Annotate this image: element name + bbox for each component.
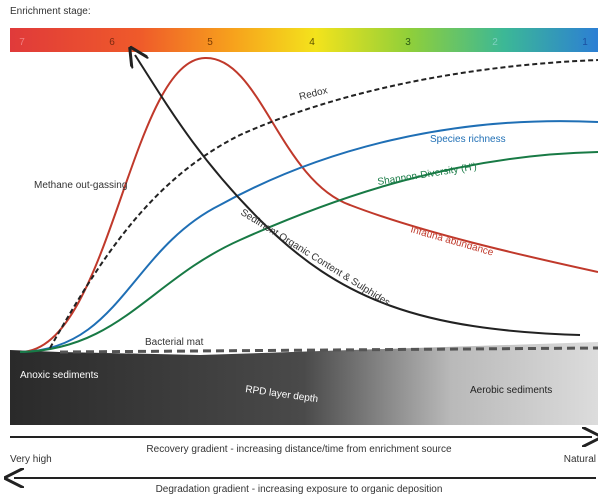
methane-label: Methane out-gassing [34, 180, 127, 191]
anoxic-label: Anoxic sediments [20, 370, 98, 381]
shannon-label: Shannon-Diversity (H') [377, 161, 478, 188]
stage-number: 2 [492, 37, 498, 48]
stage-title: Enrichment stage: [10, 6, 91, 17]
bacterial-label: Bacterial mat [145, 337, 204, 348]
stage-number: 7 [19, 37, 25, 48]
infauna-curve [20, 58, 598, 352]
aerobic-label: Aerobic sediments [470, 385, 552, 396]
stage-number: 1 [582, 37, 588, 48]
stage-number: 6 [109, 37, 115, 48]
degradation-label: Degradation gradient - increasing exposu… [156, 484, 443, 495]
redox-curve [50, 60, 598, 348]
recovery-label: Recovery gradient - increasing distance/… [146, 444, 452, 455]
stage-number: 4 [309, 37, 315, 48]
diagram: Enrichment stage: 7 6 5 4 3 2 1 Redox Species … [0, 0, 598, 496]
infauna-label: Infauna abundance [409, 224, 495, 258]
redox-label: Redox [298, 85, 329, 103]
stage-number: 3 [405, 37, 411, 48]
stage-number: 5 [207, 37, 213, 48]
species-label: Species richness [430, 134, 506, 145]
sediment-label: Sediment Organic Content & Sulphides [238, 207, 391, 309]
very-high-label: Very high [10, 454, 52, 465]
stage-bar [10, 28, 598, 52]
sediment [10, 342, 598, 425]
natural-label: Natural [564, 454, 596, 465]
